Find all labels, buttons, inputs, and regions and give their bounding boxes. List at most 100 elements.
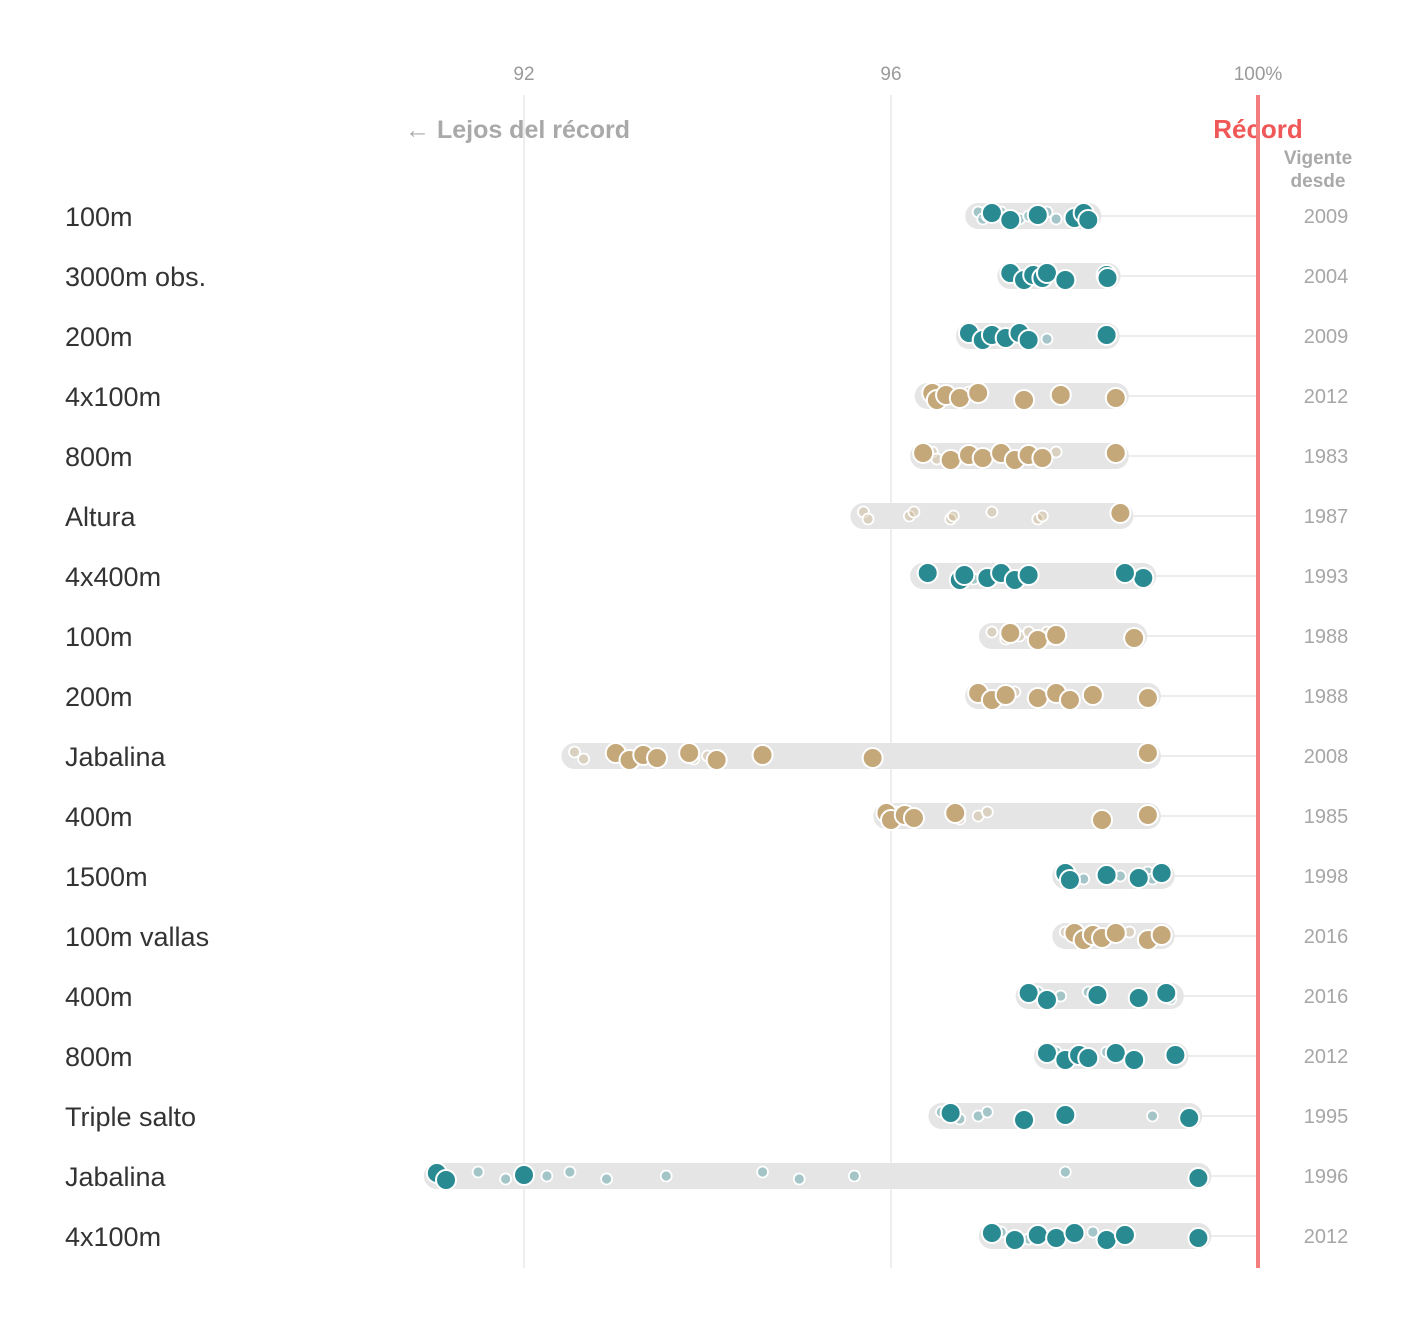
performance-point (1187, 1167, 1210, 1189)
performance-point (1109, 502, 1132, 524)
performance-point (1123, 1049, 1146, 1071)
row-7: 4x400m 1993 (65, 562, 1348, 592)
performance-point (1113, 1224, 1136, 1246)
performance-point-small (577, 752, 591, 766)
row-label: 100m (65, 202, 133, 232)
performance-point (999, 622, 1022, 644)
performance-point-small (568, 745, 581, 759)
row-11: 400m 1985 (65, 802, 1348, 832)
row-label: Jabalina (65, 742, 167, 772)
performance-point (1035, 989, 1058, 1011)
performance-point (1026, 204, 1049, 226)
performance-point-small (756, 1165, 769, 1179)
performance-point (513, 1164, 535, 1186)
performance-point (939, 449, 962, 471)
record-year: 2009 (1304, 206, 1349, 228)
performance-point (1077, 209, 1100, 231)
performance-point (1091, 809, 1114, 831)
performance-point (1187, 1227, 1210, 1249)
performance-point (435, 1169, 458, 1191)
performance-point (1017, 564, 1040, 586)
record-year: 1988 (1304, 686, 1349, 708)
performance-point-small (1035, 509, 1049, 523)
performance-point (1096, 267, 1119, 289)
performance-point-small (980, 1105, 994, 1119)
performance-point (912, 442, 935, 464)
column-header-line2: desde (1291, 171, 1346, 192)
performance-point (1132, 567, 1155, 589)
record-year: 1987 (1304, 506, 1349, 528)
record-year: 2012 (1304, 386, 1349, 408)
record-year: 1988 (1304, 626, 1349, 648)
range-bar (850, 503, 1134, 529)
performance-point (944, 802, 967, 824)
row-18: 4x100m 2012 (65, 1222, 1348, 1252)
record-year: 2016 (1304, 926, 1349, 948)
row-label: 4x100m (65, 1222, 161, 1252)
record-year: 2004 (1304, 266, 1349, 288)
performance-point (994, 684, 1017, 706)
row-3: 200m 2009 (65, 322, 1348, 352)
performance-point (971, 447, 994, 469)
header-far-from-record: ← Lejos del récord (405, 116, 630, 144)
performance-point (1150, 924, 1173, 946)
performance-point (999, 209, 1022, 231)
row-10: Jabalina 2008 (65, 742, 1348, 772)
record-year: 1996 (1304, 1166, 1349, 1188)
row-13: 100m vallas 2016 (65, 922, 1348, 952)
performance-point (678, 742, 701, 764)
performance-point-small (659, 1169, 673, 1183)
record-year: 2016 (1304, 986, 1349, 1008)
row-label: 4x100m (65, 382, 161, 412)
performance-point (751, 744, 774, 766)
performance-point-small (861, 512, 875, 526)
performance-point (1045, 1227, 1068, 1249)
performance-point (980, 202, 1003, 224)
record-year: 2009 (1304, 326, 1349, 348)
performance-point (1150, 862, 1173, 884)
performance-point-small (792, 1172, 806, 1186)
tick-label-100: 100% (1234, 64, 1283, 85)
performance-point-small (499, 1172, 513, 1186)
performance-point-small (907, 505, 921, 519)
row-9: 200m 1988 (65, 682, 1348, 712)
row-15: 800m 2012 (65, 1042, 1348, 1072)
tick-label-96: 96 (880, 64, 901, 85)
performance-point (1026, 629, 1049, 651)
performance-point-small (980, 805, 994, 819)
row-label: 100m (65, 622, 133, 652)
tick-label-92: 92 (513, 64, 534, 85)
performance-point (1095, 1229, 1118, 1251)
performance-point (967, 382, 990, 404)
performance-point (1095, 864, 1118, 886)
record-year: 1993 (1304, 566, 1349, 588)
row-17: Jabalina 1996 (65, 1162, 1348, 1192)
record-year: 1983 (1304, 446, 1349, 468)
performance-point (705, 749, 728, 771)
record-year: 1985 (1304, 806, 1349, 828)
performance-point-small (1040, 332, 1054, 346)
performance-point (1113, 562, 1136, 584)
performance-point (1054, 1104, 1077, 1126)
performance-point (1104, 1042, 1127, 1064)
record-year: 1998 (1304, 866, 1349, 888)
performance-point (1017, 982, 1040, 1004)
row-2: 3000m obs. 2004 (65, 262, 1348, 292)
performance-point (861, 747, 884, 769)
row-label: 200m (65, 322, 133, 352)
row-4: 4x100m 2012 (65, 382, 1348, 412)
performance-point-small (985, 505, 999, 519)
row-label: 400m (65, 982, 133, 1012)
performance-point-small (985, 625, 999, 639)
performance-point-small (946, 509, 960, 523)
performance-point-small (1058, 1165, 1072, 1179)
performance-point (1077, 1047, 1100, 1069)
event-rows: 100m 2009 3000m obs. 2004 200m 2009 4x100m 2012… (65, 202, 1348, 1252)
record-year: 2012 (1304, 1046, 1349, 1068)
row-label: 400m (65, 802, 133, 832)
performance-point (1003, 1229, 1026, 1251)
performance-point (1026, 687, 1049, 709)
performance-point (1054, 269, 1077, 291)
row-label: 1500m (65, 862, 148, 892)
